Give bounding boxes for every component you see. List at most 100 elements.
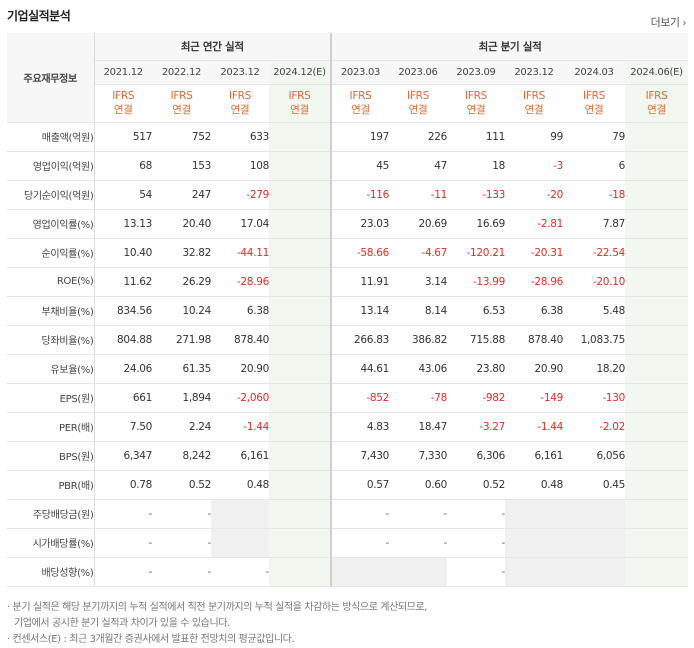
table-cell: -2.02 bbox=[563, 412, 625, 442]
table-cell: 18 bbox=[447, 151, 505, 181]
row-label: 부채비율(%) bbox=[7, 296, 95, 326]
table-cell bbox=[269, 354, 331, 384]
table-cell bbox=[563, 557, 625, 587]
table-cell: 13.13 bbox=[94, 208, 152, 239]
table-cell bbox=[269, 382, 331, 413]
table-cell: 54 bbox=[94, 180, 152, 210]
row-label: 당기순이익(억원) bbox=[7, 180, 95, 210]
table-row: 주당배당금(원) - - - - - bbox=[7, 498, 689, 529]
table-row: 영업이익(억원) 68 153 108 45 47 18 -3 6 bbox=[7, 151, 689, 181]
table-cell: -11 bbox=[389, 180, 447, 210]
table-cell: 32.82 bbox=[152, 238, 211, 268]
table-cell bbox=[269, 325, 331, 355]
period-header: 2023.03 bbox=[330, 60, 389, 85]
period-header: 2023.12 bbox=[505, 60, 563, 85]
period-header: 2024.06(E) bbox=[625, 60, 689, 85]
table-cell: 13.14 bbox=[330, 296, 389, 326]
table-cell bbox=[269, 441, 331, 471]
table-cell: 108 bbox=[211, 151, 269, 181]
table-row: PER(배) 7.50 2.24 -1.44 4.83 18.47 -3.27 -1.44 -2… bbox=[7, 412, 689, 442]
table-cell: -2.81 bbox=[505, 208, 563, 239]
row-label: ROE(%) bbox=[7, 267, 95, 297]
table-cell: -44.11 bbox=[211, 238, 269, 268]
table-cell: 0.45 bbox=[563, 470, 625, 500]
table-cell: -3.27 bbox=[447, 412, 505, 442]
table-cell: 26.29 bbox=[152, 267, 211, 297]
table-cell: 0.78 bbox=[94, 470, 152, 500]
table-cell: 24.06 bbox=[94, 354, 152, 384]
table-row: PBR(배) 0.78 0.52 0.48 0.57 0.60 0.52 0.48 0.45 bbox=[7, 470, 689, 500]
table-cell: -4.67 bbox=[389, 238, 447, 268]
ifrs-label: IFRS bbox=[645, 90, 668, 102]
table-cell: -2,060 bbox=[211, 382, 269, 413]
row-label: 매출액(억원) bbox=[7, 122, 95, 152]
table-cell: 6,347 bbox=[94, 441, 152, 471]
more-link[interactable]: 더보기 › bbox=[651, 14, 687, 30]
consolidated-label: 연결 bbox=[230, 104, 250, 116]
ifrs-label: IFRS bbox=[407, 90, 429, 102]
table-cell: -852 bbox=[330, 382, 389, 413]
table-cell: -982 bbox=[447, 382, 505, 413]
table-cell bbox=[625, 528, 689, 558]
table-cell bbox=[625, 441, 689, 471]
table-cell: -120.21 bbox=[447, 238, 505, 268]
table-cell: - bbox=[152, 557, 211, 587]
table-cell: - bbox=[447, 498, 505, 529]
ifrs-header: IFRS 연결 bbox=[625, 84, 689, 123]
ifrs-header: IFRS 연결 bbox=[269, 84, 331, 123]
table-cell: 47 bbox=[389, 151, 447, 181]
table-cell: -28.96 bbox=[211, 267, 269, 297]
table-row: 영업이익률(%) 13.13 20.40 17.04 23.03 20.69 16.69 -2… bbox=[7, 208, 689, 239]
ifrs-header: IFRS 연결 bbox=[447, 84, 505, 123]
table-cell: -20 bbox=[505, 180, 563, 210]
table-cell: 878.40 bbox=[505, 325, 563, 355]
table-cell: - bbox=[152, 498, 211, 529]
table-cell: 2.24 bbox=[152, 412, 211, 442]
table-cell: 715.88 bbox=[447, 325, 505, 355]
table-cell: 8.14 bbox=[389, 296, 447, 326]
row-label: 당좌비율(%) bbox=[7, 325, 95, 355]
ifrs-header: IFRS 연결 bbox=[152, 84, 211, 123]
table-row: 매출액(억원) 517 752 633 197 226 111 99 79 bbox=[7, 122, 689, 152]
table-cell bbox=[625, 382, 689, 413]
table-cell: 79 bbox=[563, 122, 625, 152]
table-cell: -130 bbox=[563, 382, 625, 413]
row-label: 영업이익률(%) bbox=[7, 208, 95, 239]
table-cell bbox=[505, 557, 563, 587]
row-header-label: 주요재무정보 bbox=[7, 33, 95, 123]
table-cell: 0.52 bbox=[447, 470, 505, 500]
financial-table: 주요재무정보 최근 연간 실적 최근 분기 실적 2021.12 2022.12 2… bbox=[7, 33, 689, 587]
table-cell: - bbox=[211, 557, 269, 587]
chevron-right-icon: › bbox=[682, 18, 687, 29]
table-cell: 153 bbox=[152, 151, 211, 181]
table-cell: 0.48 bbox=[211, 470, 269, 500]
table-cell: 10.24 bbox=[152, 296, 211, 326]
table-cell: 878.40 bbox=[211, 325, 269, 355]
table-cell bbox=[625, 498, 689, 529]
footnote-2: · 컨센서스(E) : 최근 3개월간 증권사에서 발표한 전망치의 평균값입니… bbox=[7, 634, 295, 645]
table-cell: 271.98 bbox=[152, 325, 211, 355]
table-cell: -28.96 bbox=[505, 267, 563, 297]
table-cell: 1,083.75 bbox=[563, 325, 625, 355]
table-cell bbox=[625, 354, 689, 384]
table-cell: 20.90 bbox=[505, 354, 563, 384]
consolidated-label: 연결 bbox=[584, 104, 604, 116]
table-cell: 0.52 bbox=[152, 470, 211, 500]
table-cell bbox=[269, 208, 331, 239]
table-cell: -18 bbox=[563, 180, 625, 210]
table-cell bbox=[211, 498, 269, 529]
table-cell: -20.10 bbox=[563, 267, 625, 297]
table-cell bbox=[625, 238, 689, 268]
table-cell: -3 bbox=[505, 151, 563, 181]
table-cell: -1.44 bbox=[211, 412, 269, 442]
table-row: ROE(%) 11.62 26.29 -28.96 11.91 3.14 -13.99 -28… bbox=[7, 267, 689, 297]
table-cell: 20.69 bbox=[389, 208, 447, 239]
table-cell bbox=[269, 180, 331, 210]
period-header: 2024.03 bbox=[563, 60, 625, 85]
consolidated-label: 연결 bbox=[466, 104, 486, 116]
table-cell: - bbox=[389, 528, 447, 558]
table-cell: 266.83 bbox=[330, 325, 389, 355]
table-cell bbox=[625, 151, 689, 181]
ifrs-header: IFRS 연결 bbox=[94, 84, 152, 123]
